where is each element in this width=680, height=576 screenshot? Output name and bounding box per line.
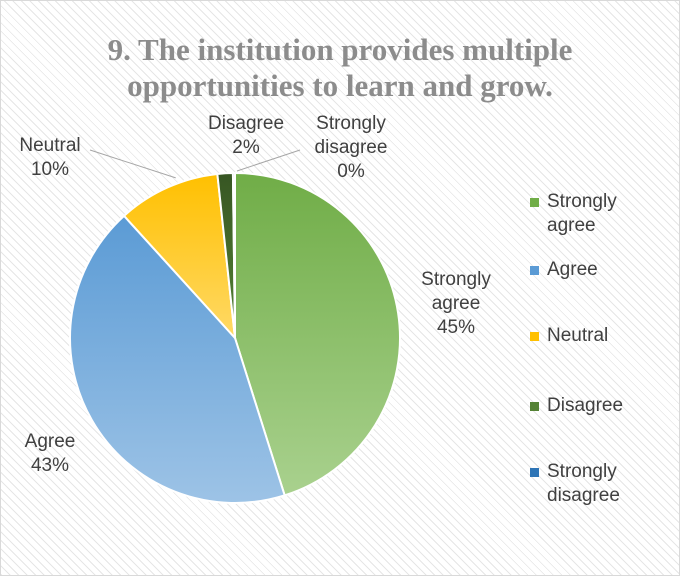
legend-swatch-neutral bbox=[530, 332, 539, 341]
legend-item-disagree: Disagree bbox=[530, 394, 670, 418]
legend-item-strongly-disagree: Strongly disagree bbox=[530, 460, 670, 508]
data-label-neutral-pct: 10% bbox=[30, 159, 70, 180]
pie-slice-strongly-disagree bbox=[231, 171, 236, 339]
legend-label-strongly-agree: Strongly agree bbox=[547, 191, 617, 236]
pie-slice-agree bbox=[69, 214, 286, 504]
legend-label-agree: Agree bbox=[547, 259, 598, 280]
legend-swatch-strongly-agree bbox=[530, 198, 539, 207]
leader-line-strongly-disagree bbox=[236, 149, 301, 172]
data-label-strongly-disagree-name: Strongly disagree bbox=[314, 113, 388, 158]
data-label-strongly-disagree-pct: 0% bbox=[337, 161, 365, 182]
legend-swatch-disagree bbox=[530, 402, 539, 411]
data-label-strongly-disagree: Strongly disagree 0% bbox=[296, 112, 406, 184]
data-label-disagree: Disagree 2% bbox=[196, 112, 296, 160]
legend-label-neutral: Neutral bbox=[547, 325, 609, 346]
data-label-agree-name: Agree bbox=[24, 431, 76, 452]
data-label-strongly-agree-pct: 45% bbox=[436, 317, 476, 338]
legend-swatch-agree bbox=[530, 266, 539, 275]
pie-slice-strongly-agree bbox=[234, 171, 401, 497]
data-label-disagree-name: Disagree bbox=[207, 113, 285, 134]
data-label-strongly-agree-name: Strongly agree bbox=[421, 269, 491, 314]
chart-title: 9. The institution provides multiple opp… bbox=[107, 32, 573, 103]
legend-label-strongly-disagree: Strongly disagree bbox=[547, 461, 620, 506]
legend-label-disagree: Disagree bbox=[547, 395, 624, 416]
leader-line-neutral bbox=[89, 149, 176, 179]
data-label-neutral-name: Neutral bbox=[19, 135, 81, 156]
data-label-agree: Agree 43% bbox=[10, 430, 90, 478]
legend-item-neutral: Neutral bbox=[530, 324, 670, 348]
legend-item-agree: Agree bbox=[530, 258, 670, 282]
legend-item-strongly-agree: Strongly agree bbox=[530, 190, 670, 238]
data-label-strongly-agree: Strongly agree 45% bbox=[396, 268, 516, 340]
data-label-neutral: Neutral 10% bbox=[10, 134, 90, 182]
data-label-agree-pct: 43% bbox=[30, 455, 70, 476]
legend-swatch-strongly-disagree bbox=[530, 468, 539, 477]
data-label-disagree-pct: 2% bbox=[232, 137, 260, 158]
pie-slice-neutral bbox=[122, 172, 237, 341]
